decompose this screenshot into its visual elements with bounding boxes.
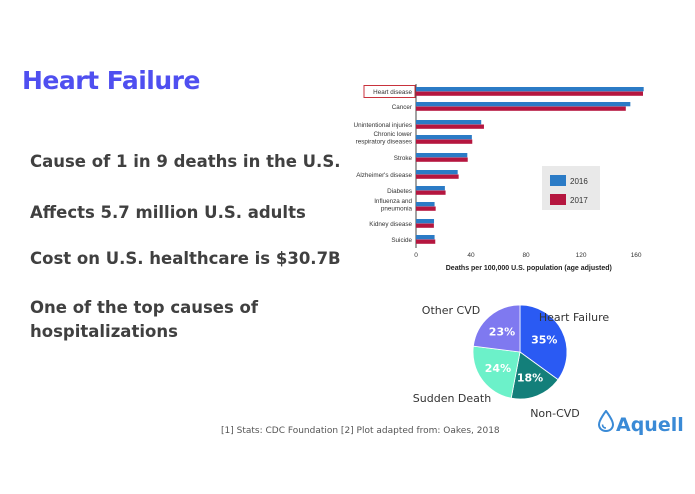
category-label-1: Cancer <box>392 104 412 111</box>
bar-2017-7 <box>416 206 436 211</box>
bar-2017-9 <box>416 239 436 244</box>
slide-title: Heart Failure <box>22 66 200 95</box>
x-tick-label-2: 80 <box>522 252 530 259</box>
legend-swatch-2016 <box>550 175 566 186</box>
pie-category-label-2: Sudden Death <box>413 392 491 405</box>
category-label-4: Stroke <box>394 155 413 162</box>
pie-slice-0 <box>519 304 568 381</box>
bar-2016-1 <box>416 102 631 107</box>
bullet-adults: Affects 5.7 million U.S. adults <box>30 203 306 222</box>
death-modes-pie-chart: 35% Heart Failure 18% Non-CVD 24% Sudden Deat… <box>413 304 610 420</box>
x-tick-label-1: 40 <box>467 252 475 259</box>
footnote: [1] Stats: CDC Foundation [2] Plot adapt… <box>221 426 500 436</box>
bullet-cost: Cost on U.S. healthcare is $30.7B <box>30 249 341 268</box>
pie-slice-2 <box>472 345 521 399</box>
death-causes-bar-chart: Heart disease Cancer Unintentional injurie… <box>354 84 644 272</box>
x-axis-label: Deaths per 100,000 U.S. population (age … <box>446 265 612 272</box>
legend-swatch-2017 <box>550 194 566 205</box>
bar-2017-2 <box>416 124 484 129</box>
category-label-8: Kidney disease <box>369 221 412 228</box>
category-label-9: Suicide <box>391 237 412 244</box>
category-label-7: Influenza and pneumonia <box>374 198 412 213</box>
pie-slice-3 <box>472 304 521 353</box>
pie-percent-label-2: 24% <box>485 362 511 375</box>
bar-2017-8 <box>416 223 434 228</box>
bar-2016-4 <box>416 153 468 158</box>
bar-2016-7 <box>416 202 435 207</box>
highlight-box <box>363 85 416 98</box>
bar-2016-2 <box>416 120 482 125</box>
pie-category-label-3: Other CVD <box>422 304 480 317</box>
bar-2017-5 <box>416 174 459 179</box>
bullet-hospitalizations: One of the top causes of hospitalization… <box>30 298 259 341</box>
x-tick-label-3: 120 <box>576 252 587 259</box>
bullet-deaths: Cause of 1 in 9 deaths in the U.S. <box>30 152 341 171</box>
pie-slice-1 <box>510 351 559 400</box>
bar-2017-6 <box>416 190 446 195</box>
category-label-6: Diabetes <box>387 188 412 195</box>
pie-percent-label-0: 35% <box>531 334 557 347</box>
bar-2017-3 <box>416 139 473 144</box>
bar-2017-1 <box>416 106 626 111</box>
bar-legend: 2016 2017 <box>542 166 600 210</box>
bar-2016-9 <box>416 235 435 240</box>
bar-2016-3 <box>416 135 472 140</box>
x-tick-label-4: 160 <box>631 252 642 259</box>
pie-category-label-0: Heart Failure <box>539 311 610 324</box>
pie-category-label-1: Non-CVD <box>530 407 580 420</box>
category-label-2: Unintentional injuries <box>354 122 412 129</box>
bar-2016-6 <box>416 186 445 191</box>
logo-text: Aquell <box>616 414 684 436</box>
bar-2017-4 <box>416 157 468 162</box>
bar-2016-8 <box>416 219 435 224</box>
x-tick-label-0: 0 <box>414 252 418 259</box>
legend-label-2017: 2017 <box>570 196 588 205</box>
pie-percent-label-3: 23% <box>489 326 515 339</box>
water-drop-icon <box>598 410 614 432</box>
bar-2017-0 <box>416 91 643 96</box>
category-label-0: Heart disease <box>373 89 412 96</box>
category-label-3: Chronic lower respiratory diseases <box>356 131 412 146</box>
bar-2016-0 <box>416 87 644 92</box>
category-label-5: Alzheimer's disease <box>356 172 412 179</box>
legend-label-2016: 2016 <box>570 177 588 186</box>
pie-percent-label-1: 18% <box>517 371 543 384</box>
bar-2016-5 <box>416 170 458 175</box>
